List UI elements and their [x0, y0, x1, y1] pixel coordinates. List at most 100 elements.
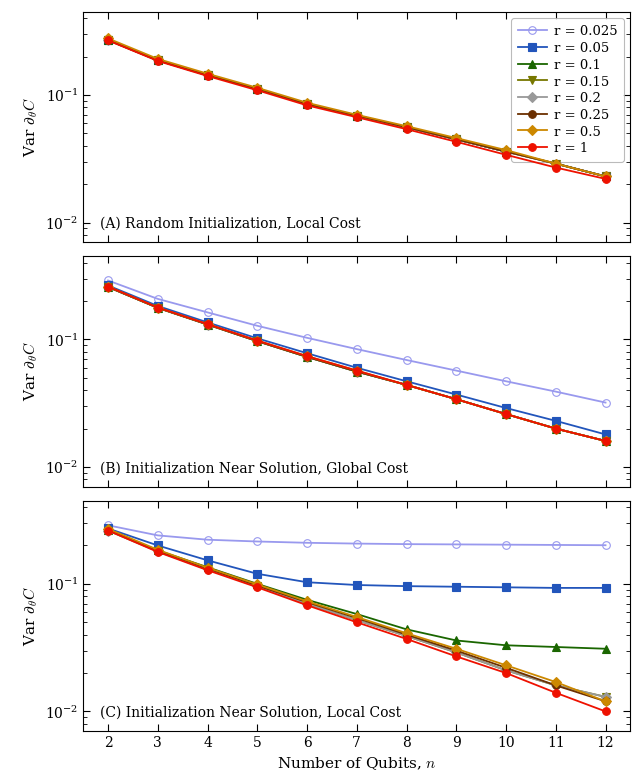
r = 0.15: [154, 303, 162, 313]
r = 0.05: [602, 430, 609, 439]
r = 0.1: [403, 123, 410, 132]
r = 0.025: [303, 333, 311, 343]
r = 1: [253, 85, 261, 95]
r = 0.025: [602, 172, 609, 181]
r = 0.5: [502, 409, 510, 418]
r = 0.15: [403, 380, 410, 389]
r = 0.5: [403, 121, 410, 131]
r = 0.1: [303, 352, 311, 361]
r = 0.05: [403, 123, 410, 132]
Line: r = 1: r = 1: [104, 527, 609, 716]
r = 0.5: [204, 69, 211, 78]
r = 0.05: [303, 349, 311, 358]
r = 0.25: [602, 172, 609, 181]
r = 1: [602, 174, 609, 184]
r = 1: [253, 336, 261, 346]
r = 0.1: [303, 99, 311, 109]
Line: r = 1: r = 1: [104, 283, 609, 445]
r = 0.5: [403, 380, 410, 389]
r = 0.25: [353, 111, 361, 120]
r = 0.15: [502, 147, 510, 156]
r = 0.2: [502, 147, 510, 156]
r = 0.1: [154, 303, 162, 313]
X-axis label: Number of Qubits, $n$: Number of Qubits, $n$: [277, 755, 436, 773]
r = 0.2: [104, 35, 112, 45]
r = 1: [104, 282, 112, 291]
r = 1: [154, 56, 162, 66]
r = 0.25: [502, 409, 510, 418]
r = 0.25: [253, 581, 261, 590]
r = 0.1: [353, 111, 361, 120]
r = 0.025: [452, 135, 460, 144]
r = 0.5: [154, 303, 162, 312]
Line: r = 0.5: r = 0.5: [104, 283, 609, 445]
r = 0.25: [303, 99, 311, 109]
r = 0.025: [204, 307, 211, 317]
r = 0.2: [303, 599, 311, 608]
Line: r = 0.5: r = 0.5: [104, 34, 609, 181]
r = 0.1: [602, 436, 609, 446]
r = 0.2: [552, 424, 559, 433]
r = 1: [154, 303, 162, 312]
r = 1: [303, 101, 311, 110]
r = 0.025: [104, 276, 112, 285]
r = 0.15: [154, 547, 162, 556]
r = 0.025: [602, 398, 609, 407]
r = 0.05: [253, 569, 261, 579]
r = 0.025: [602, 540, 609, 550]
r = 1: [403, 124, 410, 134]
r = 1: [552, 424, 559, 433]
r = 0.2: [253, 84, 261, 94]
r = 0.05: [502, 583, 510, 592]
r = 0.2: [154, 56, 162, 65]
r = 0.05: [552, 416, 559, 425]
r = 0.2: [104, 282, 112, 292]
r = 0.15: [602, 172, 609, 181]
Line: r = 0.025: r = 0.025: [104, 522, 609, 549]
r = 1: [452, 394, 460, 404]
Y-axis label: Var $\partial_\theta C$: Var $\partial_\theta C$: [21, 342, 40, 401]
r = 0.2: [452, 135, 460, 144]
r = 0.1: [452, 394, 460, 404]
r = 0.5: [403, 629, 410, 638]
r = 0.025: [502, 540, 510, 550]
r = 0.2: [602, 172, 609, 181]
r = 0.25: [602, 436, 609, 446]
r = 0.15: [253, 582, 261, 591]
r = 0.15: [154, 56, 162, 65]
r = 0.05: [303, 578, 311, 587]
r = 0.5: [353, 110, 361, 120]
r = 0.25: [104, 282, 112, 292]
r = 0.1: [353, 609, 361, 619]
r = 0.25: [452, 135, 460, 144]
r = 1: [552, 163, 559, 172]
Line: r = 0.5: r = 0.5: [104, 525, 609, 705]
r = 0.15: [353, 615, 361, 625]
r = 0.15: [204, 70, 211, 80]
r = 0.5: [602, 172, 609, 181]
r = 0.2: [502, 665, 510, 675]
r = 0.15: [204, 565, 211, 574]
r = 1: [403, 634, 410, 644]
r = 1: [602, 707, 609, 716]
r = 0.15: [303, 99, 311, 109]
Line: r = 0.25: r = 0.25: [104, 526, 609, 705]
r = 0.05: [253, 334, 261, 343]
r = 0.05: [353, 111, 361, 120]
r = 1: [104, 526, 112, 535]
r = 1: [204, 565, 211, 575]
r = 0.2: [552, 680, 559, 690]
Line: r = 0.05: r = 0.05: [104, 525, 609, 592]
r = 0.5: [154, 54, 162, 63]
r = 0.5: [452, 134, 460, 143]
r = 0.15: [602, 436, 609, 446]
r = 0.25: [253, 336, 261, 346]
r = 0.5: [104, 34, 112, 43]
r = 0.1: [452, 636, 460, 645]
r = 0.25: [353, 367, 361, 376]
r = 0.15: [253, 336, 261, 346]
r = 0.1: [452, 135, 460, 144]
r = 0.25: [154, 303, 162, 313]
r = 0.25: [204, 70, 211, 80]
r = 0.2: [204, 70, 211, 80]
